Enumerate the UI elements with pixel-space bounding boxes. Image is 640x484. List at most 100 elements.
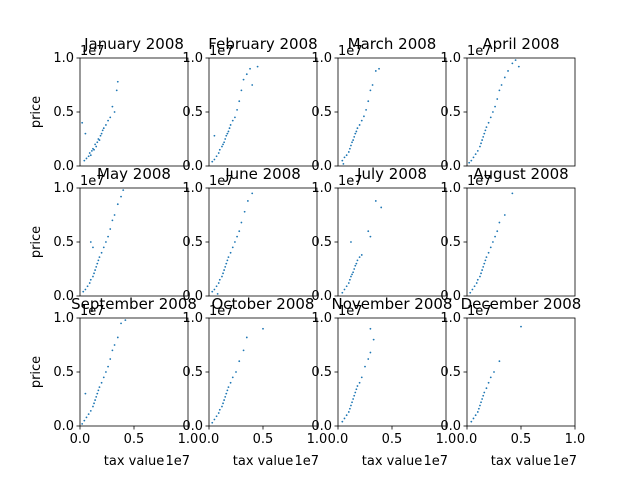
scatter-point [365, 108, 367, 111]
axes-frame [79, 57, 189, 167]
scatter-point [226, 259, 229, 262]
scatter-point [342, 162, 345, 165]
y-tick-label: 0.5 [53, 235, 74, 250]
scatter-point [353, 268, 356, 270]
x-axis-label: tax value [362, 454, 422, 469]
y-tick-label: 0.5 [440, 235, 461, 250]
scatter-point [350, 275, 352, 278]
x-tick-label: 0.0 [328, 432, 349, 447]
scatter-point [378, 67, 380, 70]
scatter-point [473, 285, 476, 288]
scatter-point [92, 246, 94, 249]
scatter-point [221, 405, 223, 408]
scatter-point [120, 322, 122, 325]
y-tick-label: 1.0 [440, 311, 461, 326]
scatter-point [482, 394, 485, 397]
y-tick-label: 0.0 [440, 419, 461, 434]
y-offset-label: 1e7 [80, 174, 105, 189]
scatter-point [213, 158, 216, 161]
scatter-point [492, 241, 494, 243]
scatter-point [95, 145, 98, 148]
scatter-point [94, 399, 97, 401]
scatter-point [100, 381, 103, 384]
scatter-point [487, 381, 490, 384]
y-tick-label: 1.0 [440, 181, 461, 196]
scatter-point [107, 365, 109, 368]
panel-title: February 2008 [208, 35, 317, 53]
scatter-point [82, 290, 85, 293]
scatter-point [487, 121, 490, 124]
scatter-point [481, 398, 484, 400]
y-tick-label: 0.0 [311, 419, 332, 434]
y-tick-label: 1.0 [311, 51, 332, 66]
scatter-point [83, 419, 86, 422]
axes-frame [208, 57, 318, 167]
scatter-point [97, 389, 100, 392]
y-offset-label: 1e7 [467, 174, 492, 189]
scatter-point [97, 259, 100, 262]
scatter-point [469, 291, 472, 294]
scatter-point [498, 360, 501, 363]
scatter-point [348, 278, 351, 281]
scatter-point [215, 155, 218, 158]
scatter-point [503, 214, 506, 216]
scatter-point [223, 399, 226, 401]
scatter-point [498, 221, 501, 224]
scatter-point [355, 262, 358, 265]
scatter-point [94, 269, 97, 271]
scatter-point [238, 100, 241, 103]
scatter-point [242, 78, 245, 81]
scatter-point [243, 210, 246, 213]
axes-frame [466, 317, 576, 427]
panel-title: March 2008 [348, 35, 437, 53]
y-tick-label: 1.0 [311, 181, 332, 196]
scatter-point [84, 288, 87, 291]
scatter-point [94, 143, 97, 146]
scatter-point [93, 402, 95, 405]
scatter-point [229, 251, 232, 254]
y-tick-label: 0.5 [440, 105, 461, 120]
scatter-point [341, 291, 344, 294]
scatter-point [120, 195, 122, 198]
scatter-point [353, 135, 356, 138]
scatter-point [483, 132, 486, 135]
scatter-point [356, 259, 359, 262]
scatter-point [102, 127, 105, 130]
scatter-point [211, 160, 214, 163]
scatter-point [246, 200, 249, 202]
scatter-point [234, 241, 236, 243]
scatter-point [113, 344, 116, 346]
scatter-point [493, 371, 495, 373]
scatter-point [251, 192, 254, 195]
scatter-point [494, 105, 496, 108]
scatter-point [236, 235, 238, 238]
y-tick-label: 0.0 [440, 289, 461, 304]
scatter-point [217, 412, 220, 414]
scatter-point [470, 420, 473, 423]
scatter-point [496, 230, 499, 233]
scatter-point [484, 259, 487, 262]
scatter-point [242, 349, 245, 352]
scatter-point [482, 135, 485, 138]
x-tick-label: 0.0 [199, 432, 220, 447]
scatter-point [98, 386, 101, 389]
scatter-point [116, 80, 119, 83]
scatter-point [481, 269, 484, 271]
scatter-point [358, 381, 361, 384]
panel-title: November 2008 [332, 295, 453, 313]
scatter-point [354, 132, 357, 135]
scatter-point [213, 288, 216, 291]
scatter-point [474, 153, 477, 156]
scatter-point [480, 272, 482, 275]
scatter-point [496, 98, 499, 100]
scatter-point [88, 152, 91, 154]
y-tick-label: 1.0 [311, 311, 332, 326]
scatter-point [84, 392, 87, 395]
scatter-point [98, 256, 101, 259]
scatter-point [483, 391, 486, 394]
scatter-point [489, 246, 492, 249]
scatter-point [487, 251, 490, 254]
scatter-point [474, 414, 477, 417]
scatter-point [89, 409, 92, 412]
